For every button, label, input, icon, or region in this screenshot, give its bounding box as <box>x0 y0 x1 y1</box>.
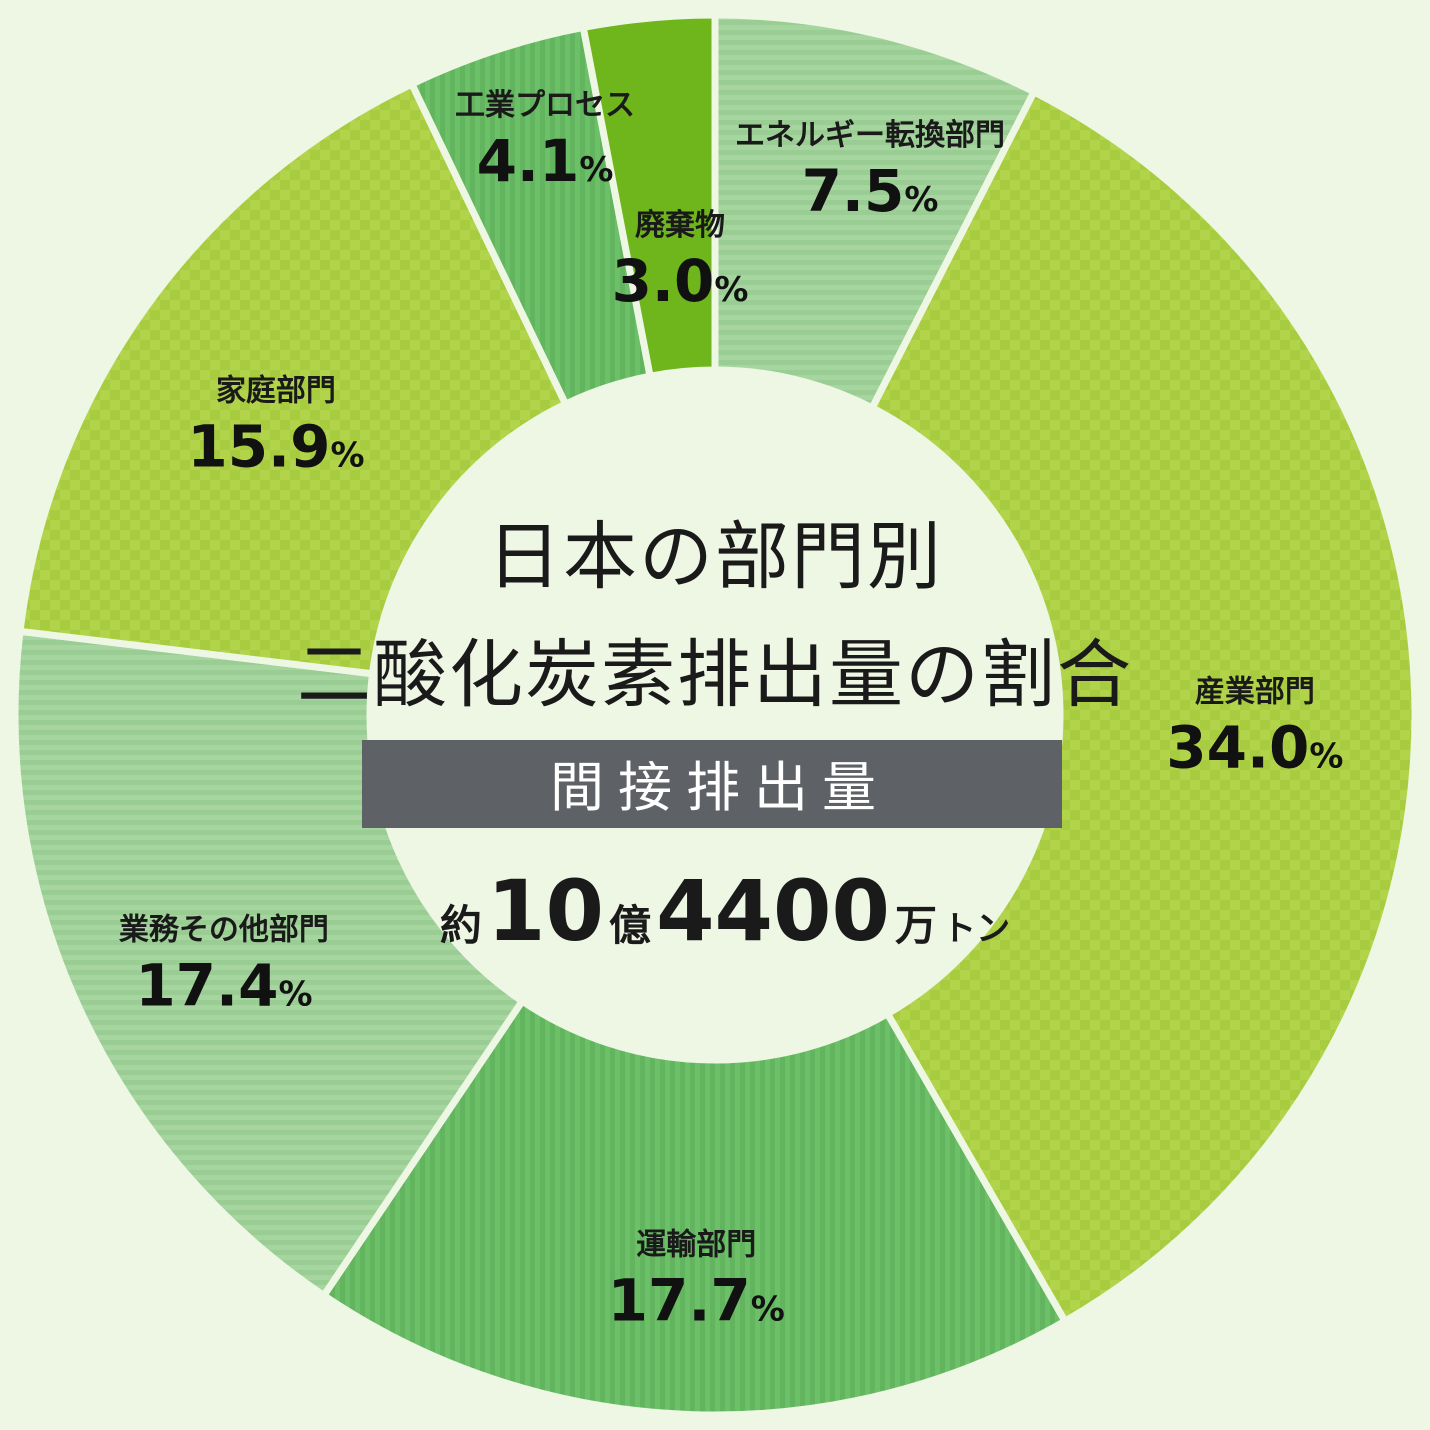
slice-value-6: 3.0% <box>612 247 749 315</box>
subtitle-text: 間接排出量 <box>550 756 890 819</box>
center-block: 日本の部門別 二酸化炭素排出量の割合 間接排出量 約 10 億 4400 万 ト… <box>297 514 1133 960</box>
slice-label-1: 産業部門 <box>1195 674 1315 709</box>
slice-value-1: 34.0% <box>1166 713 1343 781</box>
labels-layer: エネルギー転換部門 7.5% 産業部門 34.0% 運輸部門 17.7% 業務その他部門 17… <box>119 88 1343 1335</box>
slice-label-0: エネルギー転換部門 <box>735 118 1005 153</box>
slices-layer <box>11 11 1419 1419</box>
slice-label-6: 廃棄物 <box>635 208 725 243</box>
chart-title-line1: 日本の部門別 <box>487 514 943 600</box>
slice-label-4: 家庭部門 <box>216 374 336 409</box>
total-unit2: 万 <box>895 901 937 950</box>
slice-value-4: 15.9% <box>187 413 364 481</box>
slice-3 <box>11 627 528 1301</box>
slice-value-0: 7.5% <box>802 157 939 225</box>
slice-label-5: 工業プロセス <box>455 88 635 123</box>
slice-value-2: 17.7% <box>608 1267 785 1335</box>
total-amount: 約 10 億 4400 万 トン <box>440 862 1010 960</box>
subtitle-band <box>362 740 1062 828</box>
total-part2: 4400 <box>656 862 890 960</box>
total-unit3: トン <box>942 909 1010 949</box>
slice-value-5: 4.1% <box>477 127 614 195</box>
chart-title-line2: 二酸化炭素排出量の割合 <box>297 632 1133 718</box>
slice-value-3: 17.4% <box>135 952 312 1020</box>
total-unit1: 億 <box>609 901 651 950</box>
slice-label-3: 業務その他部門 <box>119 913 329 948</box>
center-hole <box>370 370 1060 1060</box>
total-prefix: 約 <box>440 901 482 950</box>
slice-label-2: 運輸部門 <box>636 1228 756 1263</box>
total-part1: 10 <box>487 862 604 960</box>
